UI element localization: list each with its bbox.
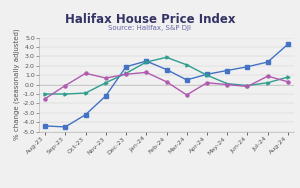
3 Month on 3 Month
% Change [84, 92, 87, 94]
3 Month on 3 Month
% Change [124, 72, 128, 74]
Annual % Change [64, 126, 67, 128]
3 Month on 3 Month
% Change [64, 93, 67, 95]
Annual % Change [84, 114, 87, 116]
Monthly % Change [266, 75, 269, 77]
Annual % Change [43, 125, 47, 127]
Annual % Change [286, 43, 290, 45]
Annual % Change [165, 68, 168, 71]
Line: 3 Month on 3 Month
% Change: 3 Month on 3 Month % Change [44, 56, 290, 96]
Annual % Change [104, 95, 108, 97]
Monthly % Change [286, 81, 290, 83]
Y-axis label: % change (seasonally adjusted): % change (seasonally adjusted) [14, 29, 20, 140]
Annual % Change [246, 66, 249, 68]
Annual % Change [145, 60, 148, 62]
Monthly % Change [145, 71, 148, 74]
Monthly % Change [124, 73, 128, 75]
3 Month on 3 Month
% Change [165, 56, 168, 58]
3 Month on 3 Month
% Change [286, 76, 290, 78]
Monthly % Change [104, 77, 108, 79]
3 Month on 3 Month
% Change [185, 64, 188, 66]
Text: Halifax House Price Index: Halifax House Price Index [65, 13, 235, 26]
Annual % Change [205, 73, 209, 75]
Text: Source: Halifax, S&P DJI: Source: Halifax, S&P DJI [109, 25, 191, 31]
Monthly % Change [205, 82, 209, 84]
Monthly % Change [225, 83, 229, 86]
Monthly % Change [84, 72, 87, 74]
Line: Monthly % Change: Monthly % Change [44, 71, 290, 100]
3 Month on 3 Month
% Change [246, 84, 249, 87]
3 Month on 3 Month
% Change [104, 82, 108, 84]
Monthly % Change [165, 81, 168, 83]
3 Month on 3 Month
% Change [225, 83, 229, 85]
3 Month on 3 Month
% Change [43, 93, 47, 95]
Annual % Change [225, 69, 229, 72]
3 Month on 3 Month
% Change [266, 82, 269, 84]
Annual % Change [185, 79, 188, 81]
Line: Annual % Change: Annual % Change [44, 43, 290, 128]
Annual % Change [266, 61, 269, 63]
3 Month on 3 Month
% Change [145, 61, 148, 63]
Monthly % Change [185, 94, 188, 96]
Monthly % Change [64, 84, 67, 87]
Monthly % Change [43, 98, 47, 100]
Monthly % Change [246, 85, 249, 88]
Annual % Change [124, 66, 128, 68]
3 Month on 3 Month
% Change [205, 74, 209, 76]
